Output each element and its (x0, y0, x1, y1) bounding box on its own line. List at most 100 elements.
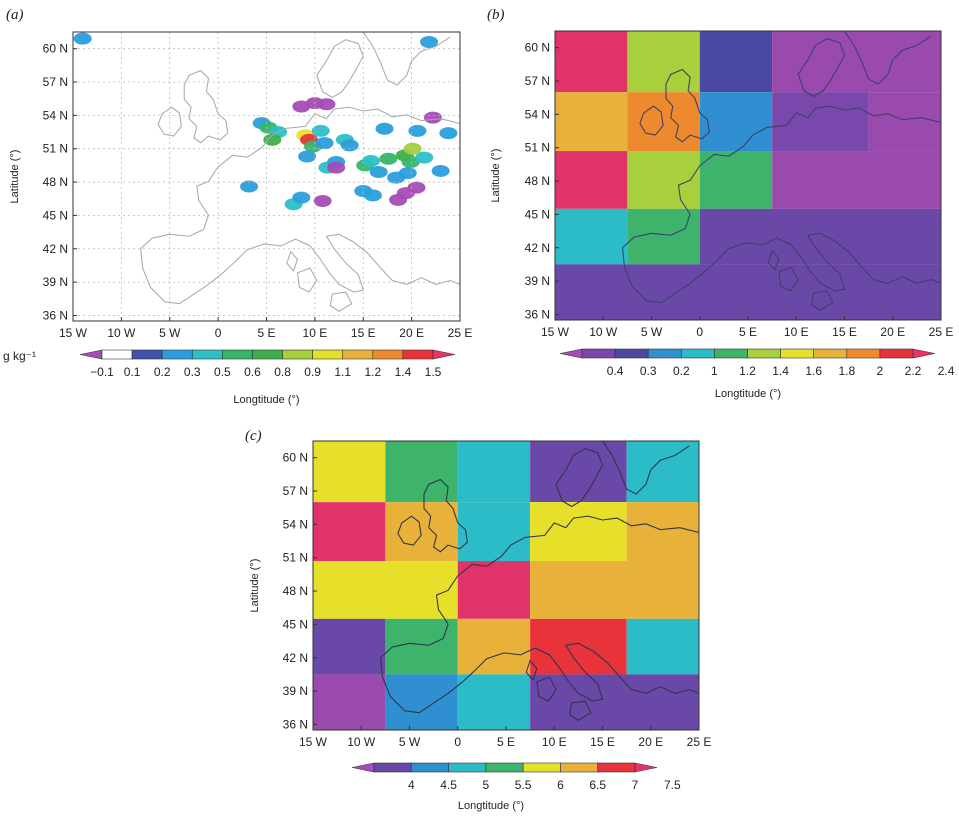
data-cell (401, 156, 420, 169)
plot-area (73, 32, 460, 321)
data-cell (457, 561, 531, 619)
colorbar-segment (680, 348, 715, 359)
colorbar-tick-label: 1.5 (425, 365, 442, 379)
colorbar-tick-label: 0.8 (274, 365, 291, 379)
y-tick-label: 57 N (43, 75, 68, 89)
data-cell (439, 127, 458, 140)
colorbar-tick-label: 2.4 (938, 364, 955, 378)
y-tick-label: 54 N (43, 108, 68, 122)
colorbar-segment (191, 349, 223, 360)
colorbar-tick-label: 1 (711, 364, 718, 378)
y-tick-label: 51 N (525, 141, 550, 155)
data-cell (240, 180, 259, 193)
data-cell (423, 111, 442, 124)
data-cell (408, 124, 427, 137)
y-tick-label: 54 N (283, 517, 308, 531)
y-tick-label: 36 N (283, 717, 308, 731)
y-tick-label: 51 N (283, 551, 308, 565)
colorbar-segment (780, 348, 814, 359)
data-cell (73, 32, 92, 45)
x-axis-label: Longtitude (°) (715, 388, 781, 400)
data-cell (298, 150, 317, 163)
colorbar-segment (282, 349, 313, 360)
y-tick-label: 60 N (43, 42, 68, 56)
data-cell (772, 31, 941, 93)
x-tick-label: 10 E (784, 325, 809, 339)
data-cell (457, 674, 531, 730)
data-cell (375, 122, 394, 135)
x-tick-label: 0 (696, 325, 703, 339)
data-cell (385, 441, 458, 503)
y-tick-label: 54 N (525, 107, 550, 121)
colorbar-segment (747, 348, 781, 359)
data-cell (327, 161, 346, 174)
data-cell (313, 194, 332, 207)
data-cell (699, 208, 941, 265)
colorbar-tick-label: 6.5 (589, 778, 606, 792)
x-tick-label: 5 W (399, 735, 421, 749)
data-cell (555, 151, 628, 209)
panel-label: (c) (245, 428, 262, 444)
data-cell (292, 100, 311, 113)
data-cell (699, 31, 773, 93)
colorbar-tick-label: 5 (483, 778, 490, 792)
x-tick-label: 10 E (542, 735, 567, 749)
colorbar-tick-label: 4 (408, 778, 415, 792)
y-tick-label: 42 N (283, 651, 308, 665)
colorbar-high-extend (912, 348, 936, 359)
colorbar-tick-label: 0.3 (184, 365, 201, 379)
x-axis-label: Longtitude (°) (233, 394, 299, 406)
x-tick-label: 15 E (351, 326, 376, 340)
data-cell (530, 441, 627, 503)
data-cell (363, 189, 382, 202)
panel-a: (a) 15 W 10 W 5 W 0 5 E 10 E 15 E 20 E 25 E 60 N 57… (3, 7, 472, 406)
data-cell (530, 674, 699, 730)
colorbar-segment (312, 349, 344, 360)
x-tick-label: 25 E (929, 325, 954, 339)
data-cell (263, 133, 282, 146)
y-tick-label: 42 N (525, 241, 550, 255)
colorbar-tick-label: 4.5 (440, 778, 457, 792)
colorbar-segment (813, 348, 848, 359)
data-cell (699, 92, 773, 152)
data-cell (415, 151, 434, 164)
colorbar-segment (597, 762, 636, 773)
colorbar-tick-label: 0.2 (154, 365, 171, 379)
y-tick-label: 45 N (283, 617, 308, 631)
data-cell (627, 151, 700, 209)
data-cell (555, 92, 628, 152)
panel-label: (a) (6, 7, 24, 23)
colorbar-tick-label: 0.6 (244, 365, 261, 379)
colorbar-tick-label: 2 (877, 364, 884, 378)
colorbar-tick-label: 5.5 (515, 778, 532, 792)
data-cell (868, 92, 941, 152)
colorbar-segment (342, 349, 374, 360)
x-tick-label: 25 E (687, 735, 712, 749)
colorbar-segment (101, 349, 133, 360)
x-tick-label: 15 W (299, 735, 328, 749)
x-tick-label: 5 E (257, 326, 275, 340)
colorbar-segment (614, 348, 649, 359)
data-cell (313, 618, 386, 675)
data-cell (292, 191, 311, 204)
y-tick-label: 48 N (525, 174, 550, 188)
x-tick-label: 5 E (497, 735, 515, 749)
colorbar-tick-label: 0.2 (673, 364, 690, 378)
colorbar-unit: g kg⁻¹ (3, 349, 36, 363)
data-cell (457, 502, 531, 562)
colorbar-tick-label: 0.9 (304, 365, 321, 379)
data-cell (369, 166, 388, 179)
y-axis-label: Latitude (°) (249, 559, 261, 613)
data-cell (420, 36, 439, 49)
colorbar-segment (485, 762, 524, 773)
colorbar-segment (448, 762, 487, 773)
y-tick-label: 57 N (525, 74, 550, 88)
colorbar-segment (161, 349, 193, 360)
x-tick-label: 25 E (448, 326, 473, 340)
data-cell (311, 124, 330, 137)
data-cell (555, 264, 941, 320)
data-cell (555, 208, 628, 265)
data-cell (626, 502, 699, 562)
x-tick-label: 10 W (589, 325, 618, 339)
